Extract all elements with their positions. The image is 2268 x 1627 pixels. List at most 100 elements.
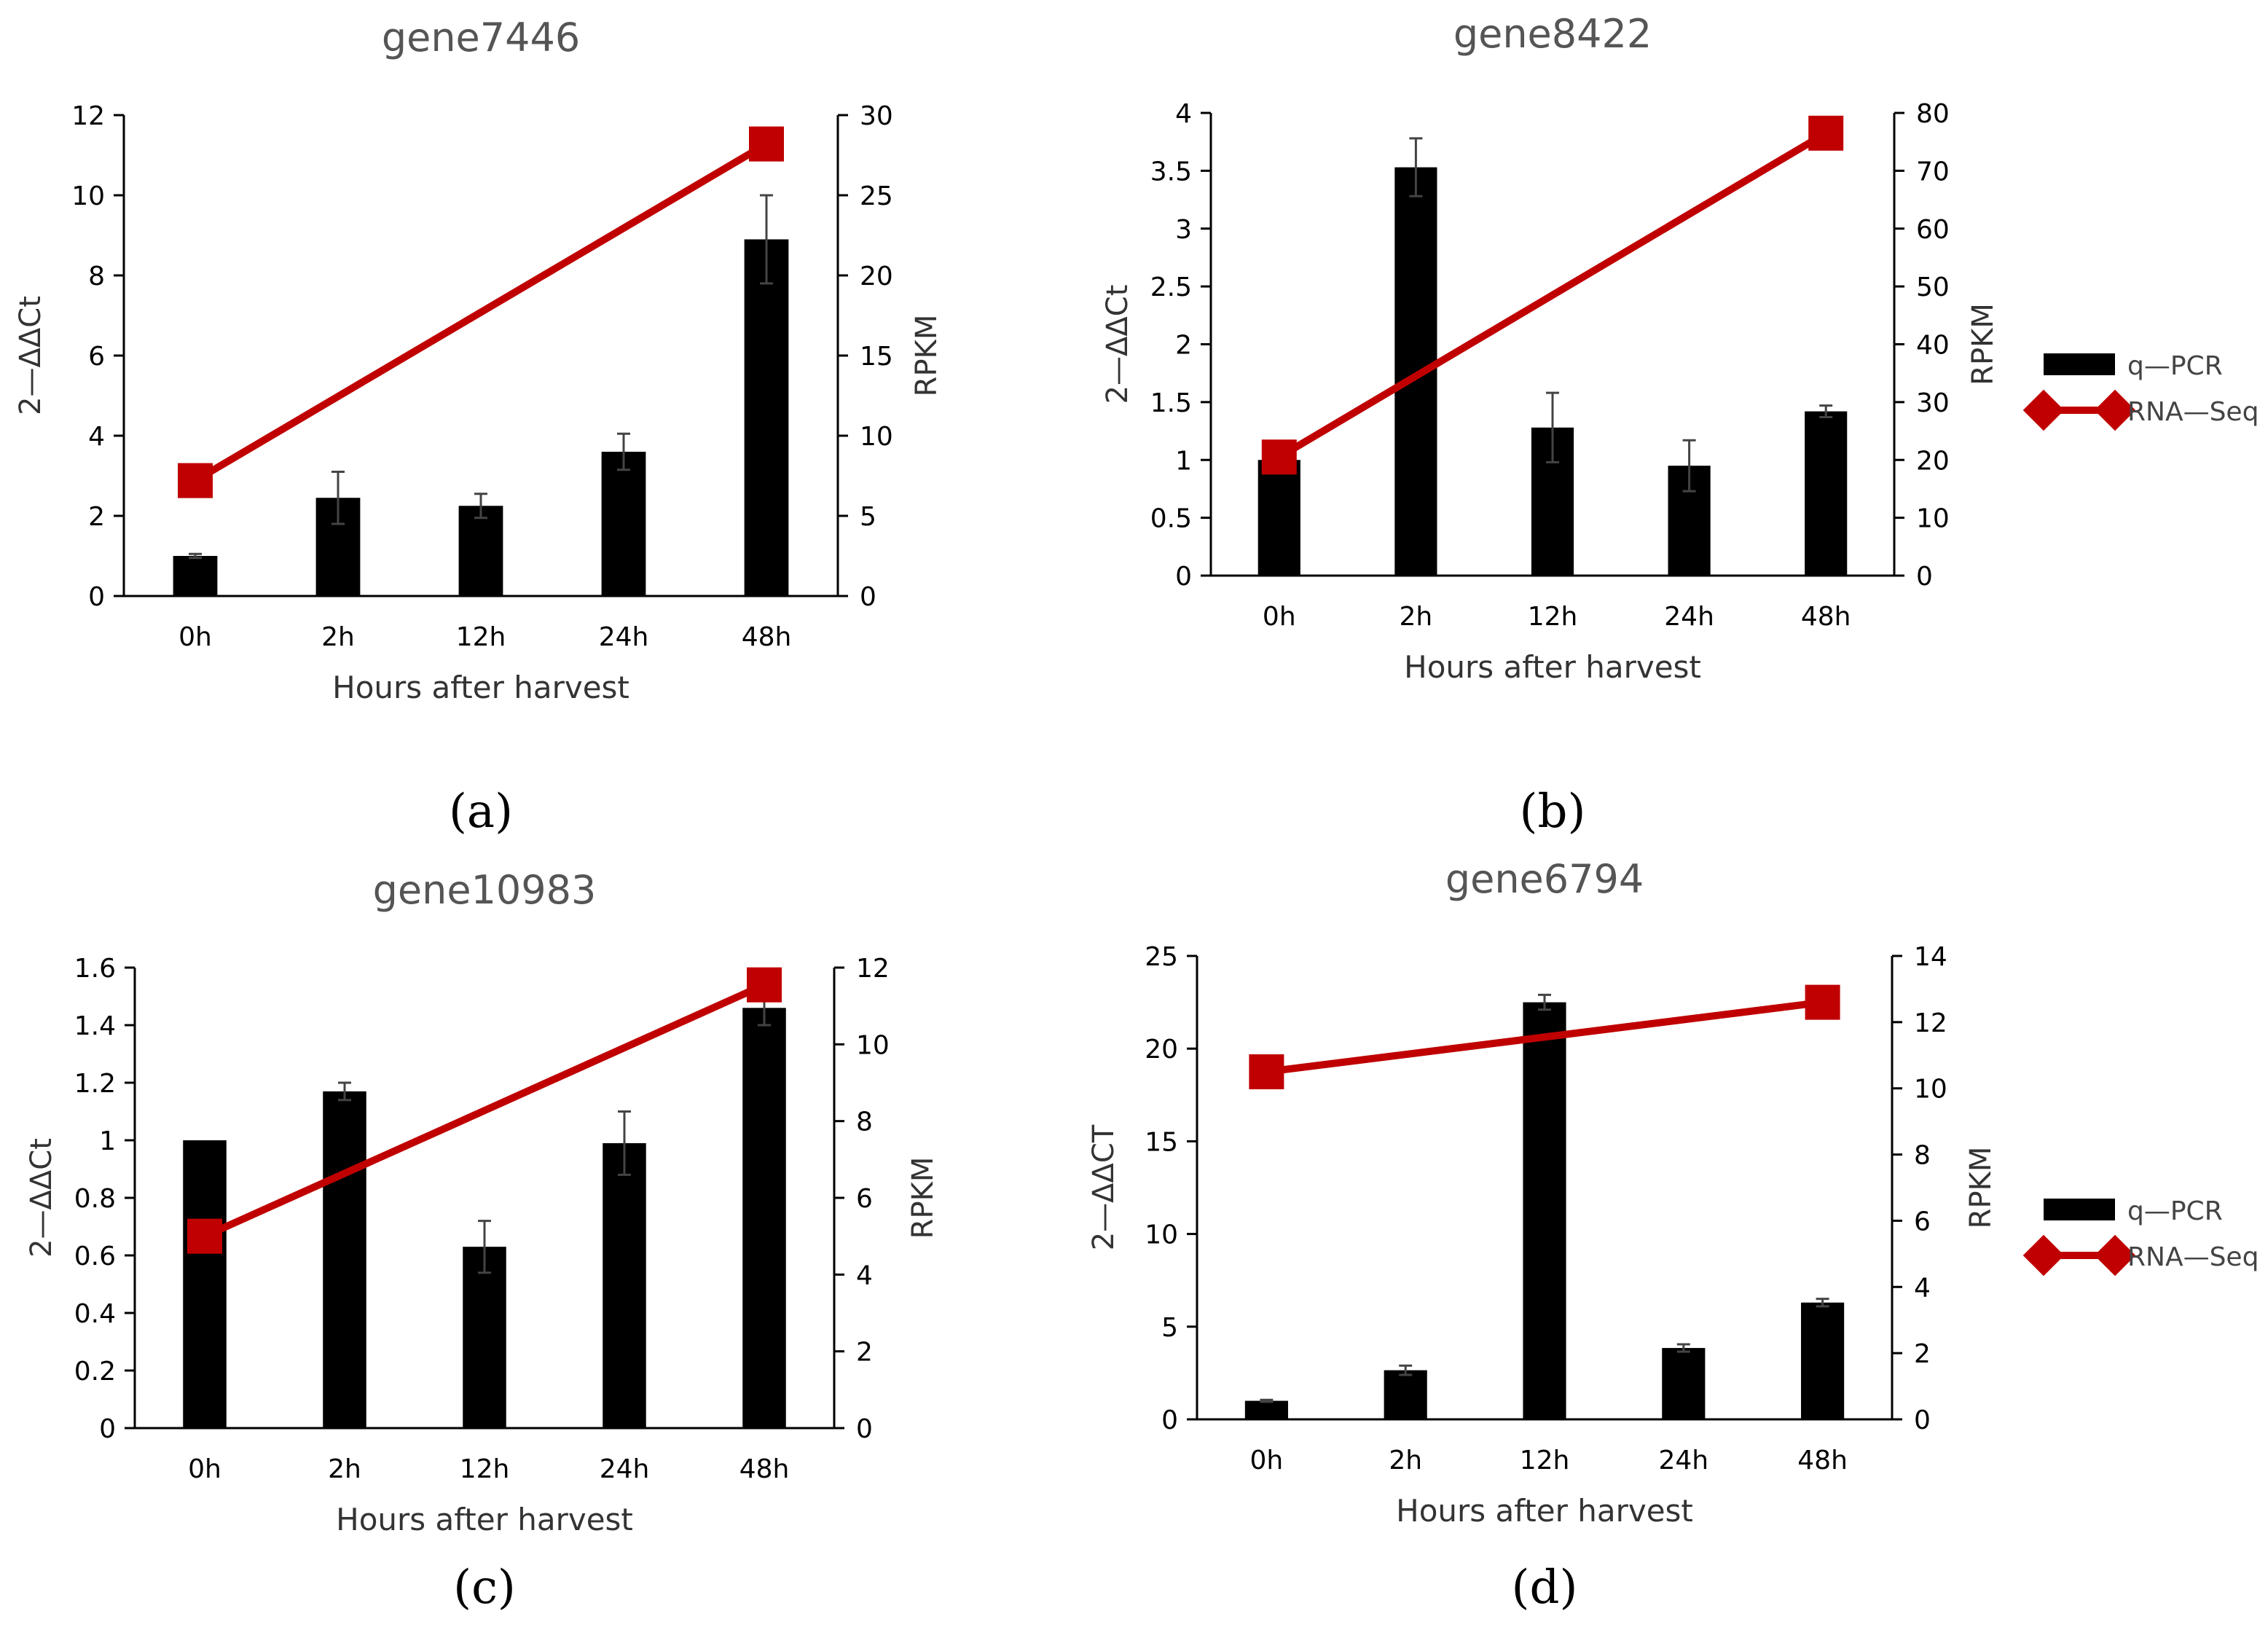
x-axis-label: Hours after harvest bbox=[1404, 649, 1701, 685]
chart-panel-b: gene842200.511.522.533.54010203040506070… bbox=[1101, 11, 2259, 839]
left-tick-label: 1.6 bbox=[74, 954, 116, 984]
x-tick-label: 0h bbox=[188, 1454, 221, 1484]
right-tick-label: 6 bbox=[1914, 1207, 1931, 1236]
right-tick-label: 4 bbox=[856, 1261, 873, 1290]
left-tick-label: 1 bbox=[99, 1126, 116, 1156]
legend-label: RNA—Seq bbox=[2127, 397, 2259, 427]
x-tick-label: 2h bbox=[1389, 1446, 1422, 1475]
left-tick-label: 1.2 bbox=[74, 1069, 116, 1099]
left-tick-label: 4 bbox=[88, 422, 105, 452]
left-tick-label: 0.2 bbox=[74, 1357, 116, 1387]
y2-axis-label: RPKM bbox=[1966, 303, 2000, 385]
y-axis-label: 2—ΔΔCt bbox=[25, 1138, 58, 1258]
left-tick-label: 1.4 bbox=[74, 1011, 116, 1041]
y-axis-label: 2—ΔΔCt bbox=[1101, 285, 1134, 404]
rna-seq-marker bbox=[1805, 984, 1840, 1020]
legend-label: RNA—Seq bbox=[2127, 1242, 2259, 1272]
x-tick-label: 12h bbox=[1528, 602, 1578, 632]
y2-axis-label: RPKM bbox=[906, 1157, 940, 1239]
x-tick-label: 2h bbox=[321, 622, 355, 652]
legend-swatch-bar bbox=[2044, 353, 2115, 375]
left-tick-label: 8 bbox=[88, 262, 105, 291]
legend: q—PCR RNA—Seq bbox=[2022, 1196, 2259, 1277]
bar-48h bbox=[1805, 411, 1848, 576]
left-tick-label: 2 bbox=[88, 502, 105, 532]
left-tick-label: 12 bbox=[71, 101, 105, 131]
right-tick-label: 15 bbox=[860, 342, 893, 372]
right-tick-label: 6 bbox=[856, 1184, 873, 1214]
rna-seq-marker bbox=[1808, 115, 1844, 151]
left-tick-label: 0.5 bbox=[1150, 504, 1192, 534]
x-tick-label: 48h bbox=[1801, 602, 1851, 632]
right-tick-label: 8 bbox=[856, 1107, 873, 1137]
right-tick-label: 4 bbox=[1914, 1273, 1931, 1303]
right-tick-label: 20 bbox=[1916, 446, 1950, 476]
right-tick-label: 14 bbox=[1914, 942, 1947, 972]
bar-48h bbox=[744, 239, 789, 596]
x-axis-label: Hours after harvest bbox=[332, 670, 629, 705]
left-tick-label: 0 bbox=[1175, 562, 1192, 592]
y-axis-label: 2—ΔΔCt bbox=[14, 296, 47, 415]
panel-caption: (c) bbox=[453, 1561, 516, 1615]
x-tick-label: 2h bbox=[1400, 602, 1433, 632]
legend: q—PCR RNA—Seq bbox=[2022, 351, 2259, 431]
rna-seq-line bbox=[1277, 130, 1828, 460]
right-tick-label: 10 bbox=[1916, 504, 1950, 534]
left-tick-label: 25 bbox=[1145, 942, 1178, 972]
left-tick-label: 0 bbox=[1161, 1406, 1178, 1435]
right-tick-label: 0 bbox=[860, 582, 876, 612]
left-tick-label: 0.8 bbox=[74, 1184, 116, 1214]
right-tick-label: 2 bbox=[1914, 1339, 1931, 1369]
x-tick-label: 0h bbox=[178, 622, 212, 652]
y-axis-label: 2—ΔΔCT bbox=[1087, 1124, 1121, 1250]
y2-axis-label: RPKM bbox=[1964, 1147, 1998, 1229]
x-tick-label: 48h bbox=[739, 1454, 790, 1484]
bar-0h bbox=[1257, 460, 1300, 576]
bar-24h bbox=[603, 1142, 646, 1428]
x-tick-label: 24h bbox=[599, 622, 649, 652]
right-tick-label: 2 bbox=[856, 1338, 873, 1368]
left-tick-label: 4 bbox=[1175, 99, 1192, 129]
chart-title: gene8422 bbox=[1453, 11, 1652, 57]
rna-seq-marker bbox=[1249, 1054, 1284, 1089]
panel-caption: (d) bbox=[1512, 1561, 1578, 1615]
left-tick-label: 15 bbox=[1145, 1127, 1178, 1157]
legend-swatch-marker bbox=[2022, 389, 2065, 431]
rna-seq-marker bbox=[749, 126, 784, 162]
right-tick-label: 50 bbox=[1916, 273, 1950, 302]
left-tick-label: 6 bbox=[88, 342, 105, 372]
rna-seq-marker bbox=[187, 1218, 222, 1254]
right-tick-label: 0 bbox=[1916, 562, 1933, 592]
right-tick-label: 12 bbox=[1914, 1008, 1947, 1038]
left-tick-label: 2.5 bbox=[1150, 273, 1192, 302]
legend-swatch-bar bbox=[2044, 1199, 2115, 1220]
panel-caption: (a) bbox=[449, 785, 513, 839]
rna-seq-marker bbox=[178, 463, 213, 498]
bar-2h bbox=[1384, 1370, 1427, 1419]
x-tick-label: 24h bbox=[1658, 1446, 1708, 1475]
x-tick-label: 0h bbox=[1263, 602, 1296, 632]
bar-0h bbox=[173, 556, 218, 596]
x-tick-label: 12h bbox=[456, 622, 506, 652]
chart-title: gene10983 bbox=[373, 867, 597, 913]
x-tick-label: 24h bbox=[1664, 602, 1714, 632]
x-axis-label: Hours after harvest bbox=[336, 1502, 633, 1537]
right-tick-label: 12 bbox=[856, 954, 890, 984]
left-tick-label: 0.6 bbox=[74, 1242, 116, 1271]
right-tick-label: 70 bbox=[1916, 157, 1950, 187]
rna-seq-line bbox=[193, 141, 769, 484]
rna-seq-marker bbox=[1261, 439, 1297, 475]
chart-panel-d: gene6794 0 5 10 15 20 25 0 2 4 6 8 10 12 14 0h 2h 12h 24h 4… bbox=[1087, 856, 2259, 1615]
legend-swatch-marker bbox=[2094, 389, 2136, 431]
chart-panel-c: gene10983 0 0.2 0.4 0.6 0.8 1 1.2 1.4 1.6 0 2 4 6 8 10 1… bbox=[25, 867, 940, 1615]
left-tick-label: 20 bbox=[1145, 1035, 1178, 1065]
bar-0h bbox=[1244, 1400, 1288, 1419]
left-tick-label: 1 bbox=[1175, 446, 1192, 476]
x-tick-label: 2h bbox=[328, 1454, 361, 1484]
bar-24h bbox=[1662, 1348, 1706, 1419]
rna-seq-marker bbox=[747, 967, 782, 1003]
chart-title: gene6794 bbox=[1445, 856, 1644, 902]
left-tick-label: 10 bbox=[71, 181, 105, 211]
bar-12h bbox=[1523, 1002, 1566, 1419]
